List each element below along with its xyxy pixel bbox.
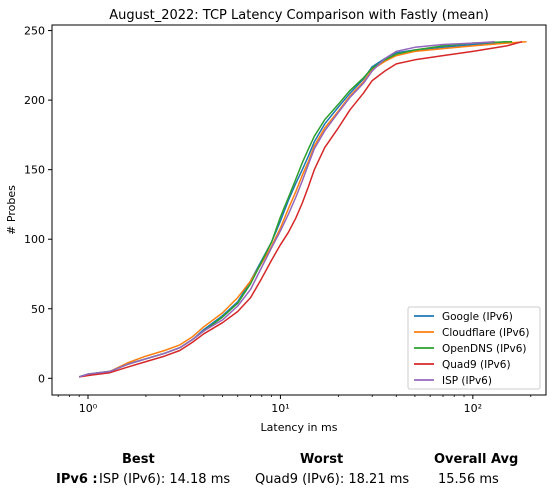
y-tick-label: 0 [38, 372, 45, 385]
y-tick-label: 150 [24, 164, 45, 177]
overall-avg-header: Overall Avg [434, 452, 519, 467]
x-tick-label: 10² [464, 402, 482, 415]
series-layer [78, 40, 527, 378]
series-line-isp-ipv6 [78, 40, 495, 378]
series-line-cloudflare-ipv6 [79, 40, 527, 378]
summary-stats: Best Worst Overall Avg IPv6 : ISP (IPv6)… [0, 446, 555, 494]
y-axis: 0 50 100 150 200 250 [24, 25, 52, 385]
ipv6-row-label: IPv6 : [56, 472, 98, 487]
y-tick-label: 200 [24, 94, 45, 107]
x-tick-label: 10¹ [271, 402, 289, 415]
latency-cdf-chart: August_2022: TCP Latency Comparison with… [5, 8, 547, 434]
x-tick-label: 10⁰ [79, 402, 98, 415]
y-tick-label: 100 [24, 233, 45, 246]
x-axis: 10⁰ 10¹ 10² [57, 395, 532, 415]
best-header: Best [122, 452, 155, 467]
worst-value: Quad9 (IPv6): 18.21 ms [255, 472, 410, 487]
worst-header: Worst [300, 452, 344, 467]
overall-avg-value: 15.56 ms [438, 472, 499, 487]
y-tick-label: 50 [31, 303, 45, 316]
x-axis-label: Latency in ms [261, 421, 338, 434]
best-value: ISP (IPv6): 14.18 ms [99, 472, 231, 487]
legend-label: OpenDNS (IPv6) [442, 343, 527, 355]
legend: Google (IPv6) Cloudflare (IPv6) OpenDNS (I… [407, 306, 541, 390]
y-tick-label: 250 [24, 25, 45, 38]
y-axis-label: # Probes [5, 185, 18, 235]
legend-label: ISP (IPv6) [442, 375, 492, 387]
legend-label: Cloudflare (IPv6) [442, 327, 529, 339]
series-line-quad9-ipv6 [79, 40, 523, 378]
chart-title: August_2022: TCP Latency Comparison with… [109, 8, 489, 23]
legend-label: Google (IPv6) [442, 311, 513, 323]
legend-label: Quad9 (IPv6) [442, 359, 511, 371]
legend-box [407, 306, 541, 390]
